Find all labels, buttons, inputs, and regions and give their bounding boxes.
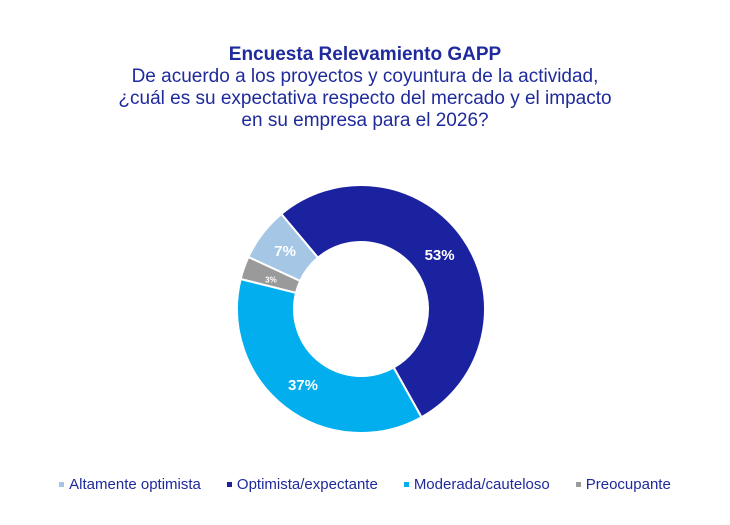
legend-label: Altamente optimista [69, 476, 201, 493]
chart-title: Encuesta Relevamiento GAPP [228, 44, 502, 65]
chart-subtitle-line: en su empresa para el 2026? [241, 110, 489, 131]
chart-subtitle-line: ¿cuál es su expectativa respecto del mer… [118, 88, 612, 109]
data-label: 3% [265, 275, 277, 284]
legend-item: Optimista/expectante [226, 476, 378, 493]
legend-swatch [226, 482, 232, 487]
legend-label: Preocupante [585, 476, 671, 493]
legend-swatch [575, 482, 581, 487]
legend-item: Preocupante [575, 476, 671, 493]
chart-title-block: Encuesta Relevamiento GAPP De acuerdo a … [0, 44, 730, 132]
donut-slice-altamente-optimista [247, 212, 320, 283]
legend-label: Optimista/expectante [236, 476, 378, 493]
legend-item: Altamente optimista [59, 476, 201, 493]
legend-swatch [59, 482, 65, 487]
legend: Altamente optimista Optimista/expectante M… [0, 476, 730, 493]
chart-subtitle-line: De acuerdo a los proyectos y coyuntura d… [131, 66, 599, 87]
data-label: 37% [288, 377, 318, 394]
donut-slice-optimista-expectante [279, 184, 486, 419]
legend-swatch [403, 482, 409, 487]
legend-item: Moderada/cauteloso [403, 476, 550, 493]
donut-slice-moderada-cauteloso [236, 277, 423, 434]
legend-label: Moderada/cauteloso [413, 476, 550, 493]
data-label: 53% [425, 247, 455, 264]
data-label: 7% [274, 243, 296, 260]
